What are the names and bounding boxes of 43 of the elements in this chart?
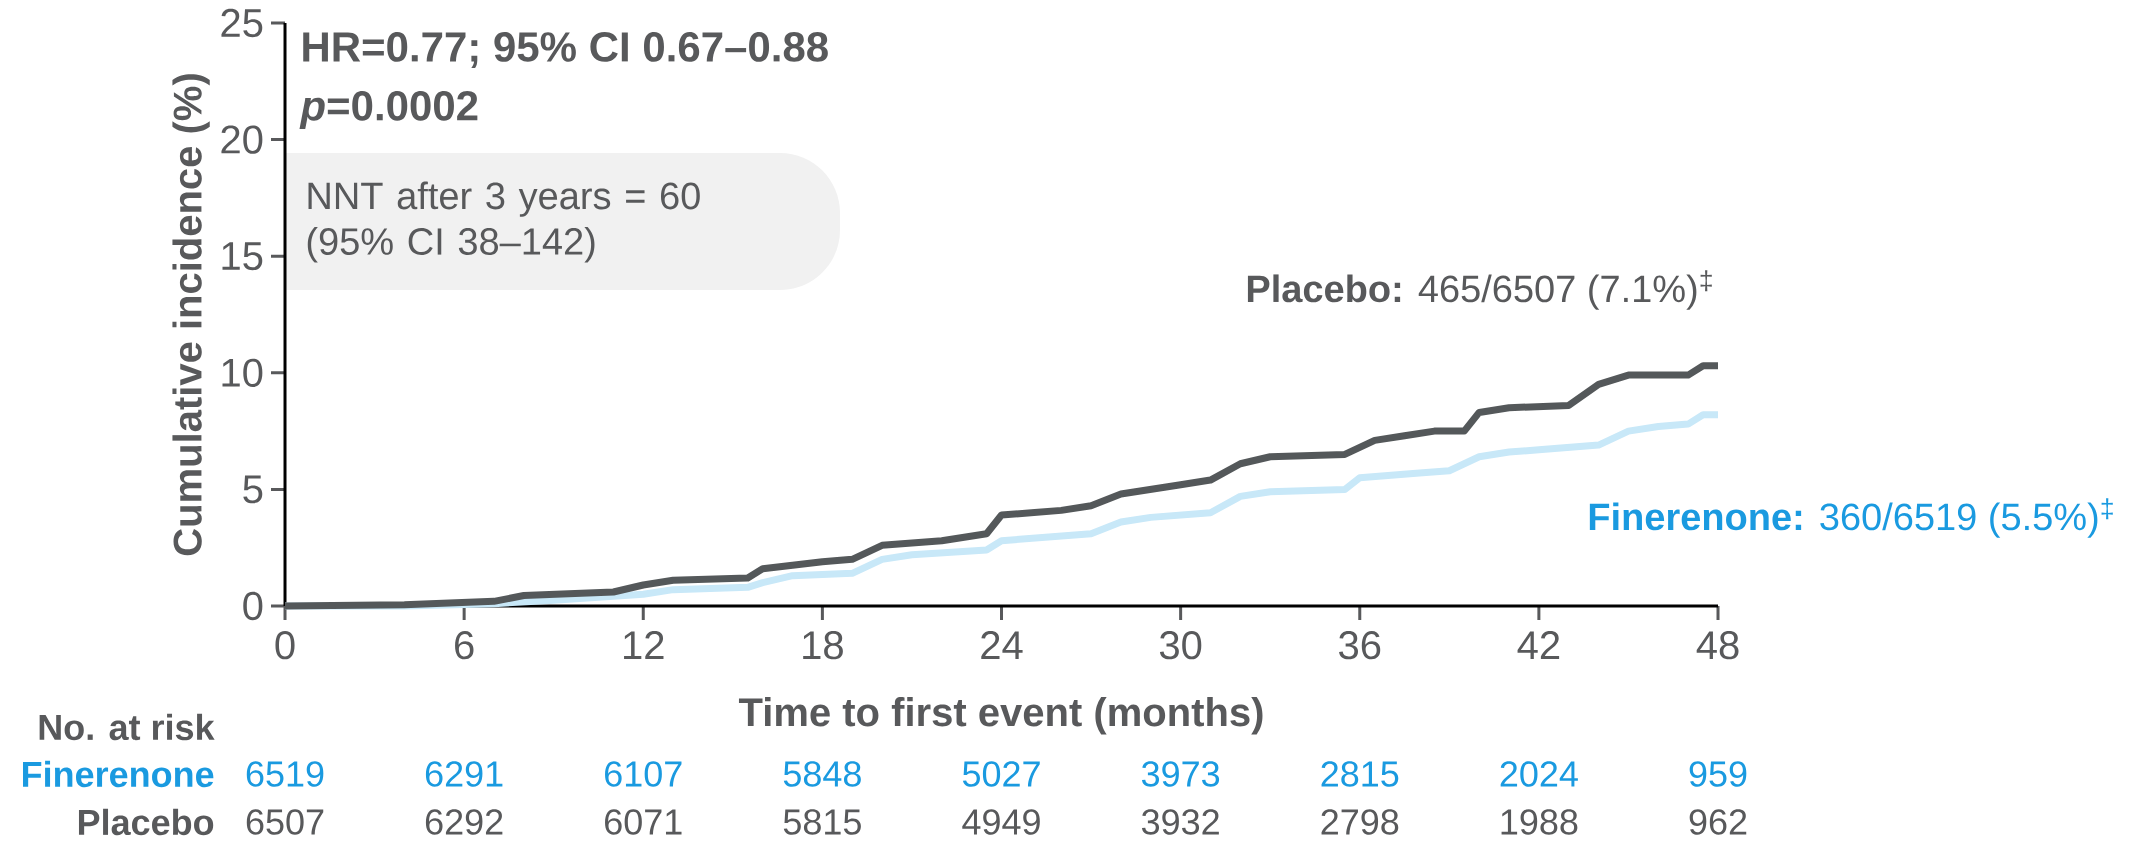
y-tick-label: 25 <box>221 8 263 38</box>
annotation: HR=0.77; 95% CI 0.67–0.88 <box>303 32 828 68</box>
text: 3932 <box>1141 809 1219 835</box>
annotation: p=0.0002 <box>299 90 478 130</box>
text: No. at risk <box>39 713 215 741</box>
text: 3973 <box>1141 761 1220 787</box>
text: 4949 <box>962 809 1040 835</box>
text: 5815 <box>783 809 861 835</box>
x-tick-label: 36 <box>1339 631 1381 660</box>
text: 6071 <box>605 809 682 835</box>
x-tick-label: 42 <box>1517 631 1560 659</box>
text: 959 <box>1689 761 1747 787</box>
x-axis-title: Time to first event (months) <box>738 697 1263 735</box>
text: 6107 <box>605 761 682 787</box>
text: 1988 <box>1501 809 1578 835</box>
x-tick-label: 0 <box>275 631 295 660</box>
y-axis-title: Cumulative incidence (%) <box>172 74 210 556</box>
x-tick-label: 48 <box>1696 631 1739 660</box>
text: 962 <box>1689 809 1747 835</box>
x-tick-label: 18 <box>803 631 843 660</box>
text: 6519 <box>246 761 324 787</box>
text: Finerenone <box>23 760 214 788</box>
annotation: NNT after 3 years = 60 (95% CI 38–142) <box>307 181 700 263</box>
text: 5848 <box>783 761 861 787</box>
x-tick-label: 6 <box>455 631 474 660</box>
y-tick-label: 10 <box>222 358 263 387</box>
text: 6507 <box>246 809 324 835</box>
series-label: Placebo: 465/6507 (7.1%)$^{‡}$ <box>1247 270 1712 310</box>
series-label: Finerenone: 360/6519 (5.5%)$^{‡}$ <box>1589 498 2113 538</box>
text: 2798 <box>1321 809 1399 835</box>
text: 5027 <box>962 761 1040 787</box>
x-tick-label: 24 <box>981 631 1023 659</box>
y-tick-label: 20 <box>221 125 263 154</box>
text: 6292 <box>425 809 503 835</box>
text: 2815 <box>1321 761 1399 787</box>
y-tick-label: 15 <box>222 242 263 271</box>
text: 2024 <box>1500 761 1578 787</box>
x-tick-label: 12 <box>624 631 664 659</box>
text: Placebo <box>78 808 214 836</box>
x-tick-label: 30 <box>1159 631 1202 660</box>
y-tick-label: 5 <box>243 475 263 504</box>
y-tick-label: 0 <box>243 591 263 621</box>
text: 6291 <box>425 761 503 787</box>
